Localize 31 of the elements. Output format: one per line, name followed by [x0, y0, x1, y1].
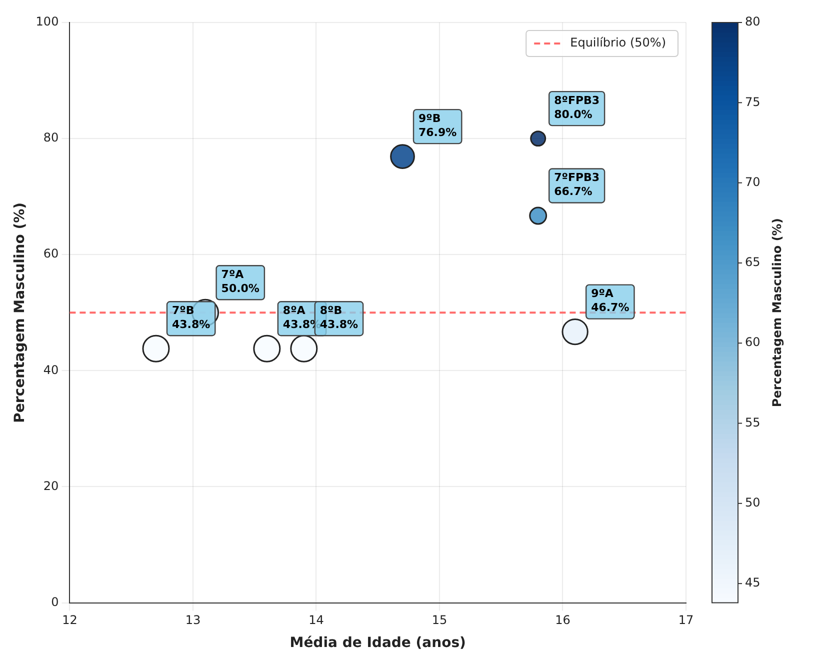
color-bar-label: 80: [745, 14, 760, 29]
annotation: 7ºB 43.8%: [172, 304, 210, 331]
color-bar-label: 50: [745, 496, 760, 510]
annotation: 7ºA 50.0%: [221, 268, 260, 296]
y-tick-label: 0: [51, 594, 59, 609]
annotation: 9ºB 76.9%: [418, 112, 457, 139]
y-axis-title: Percentagem Masculino (%): [12, 202, 28, 423]
color-bar-title: Percentagem Masculino (%): [770, 218, 784, 408]
x-tick-label: 15: [432, 613, 448, 628]
color-bar-label: 60: [745, 335, 760, 350]
color-bar-label: 65: [745, 255, 760, 270]
x-axis-title: Média de Idade (anos): [290, 635, 466, 652]
y-tick-label: 60: [43, 246, 59, 261]
x-tick-label: 12: [62, 613, 78, 628]
y-tick-label: 40: [43, 362, 59, 377]
legend-label: Equilíbrio (50%): [570, 36, 666, 50]
color-bar-label: 55: [745, 415, 760, 430]
color-bar-label: 75: [745, 94, 760, 109]
annotation: 9ºA 46.7%: [591, 287, 630, 314]
x-tick-label: 14: [308, 613, 324, 628]
y-tick-label: 100: [36, 14, 59, 29]
x-tick-label: 16: [555, 613, 570, 628]
y-tick-label: 20: [43, 478, 59, 493]
annotation: 8ºB 43.8%: [320, 304, 358, 331]
annotation: 7ºFPB3 66.7%: [554, 171, 600, 198]
y-tick-label: 80: [43, 130, 59, 145]
x-tick-label: 13: [185, 613, 201, 628]
x-tick-label: 17: [678, 613, 694, 628]
annotation: 8ºFPB3 80.0%: [554, 94, 600, 121]
color-bar-label: 45: [745, 576, 760, 590]
color-bar-label: 70: [745, 174, 760, 189]
